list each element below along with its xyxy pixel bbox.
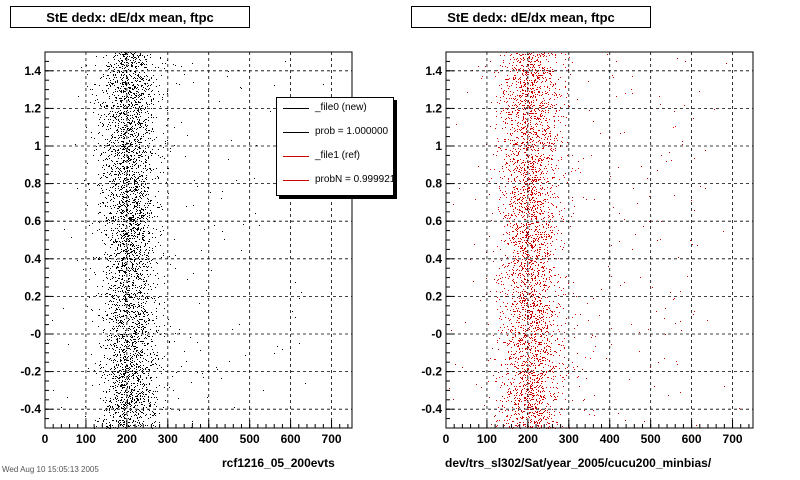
right-plot: 0 100 200 300 400 500 600 700 -0.4 -0.2 -0 0.2 0.4 0.… xyxy=(421,51,754,446)
legend-line xyxy=(283,132,309,133)
y-tick-label: -0.2 xyxy=(20,365,41,379)
scatter-dots xyxy=(52,52,324,429)
y-tick-label: 1.2 xyxy=(24,101,41,115)
x-tick-label: 100 xyxy=(76,432,96,446)
y-tick-label: 0.2 xyxy=(425,289,442,303)
x-tick-label: 200 xyxy=(518,432,538,446)
legend-label: _file0 (new) xyxy=(315,102,367,113)
y-tick-label: 0.8 xyxy=(425,177,442,191)
legend-label: prob = 1.000000 xyxy=(315,126,389,137)
legend-entry-file0: _file0 (new) xyxy=(277,100,393,116)
x-tick-label: 300 xyxy=(158,432,178,446)
legend-line xyxy=(283,156,309,157)
x-axis: 0 100 200 300 400 500 600 700 xyxy=(42,420,349,446)
y-tick-label: 0.8 xyxy=(24,177,41,191)
left-plot-caption: rcf1216_05_200evts xyxy=(222,456,335,470)
legend-entry-file1: _file1 (ref) xyxy=(277,148,393,164)
timestamp-footer: Wed Aug 10 15:05:13 2005 xyxy=(2,465,99,474)
scatter-points xyxy=(449,52,740,429)
x-tick-label: 100 xyxy=(477,432,497,446)
y-tick-label: 1.2 xyxy=(425,101,442,115)
y-tick-label: 1.4 xyxy=(24,64,41,78)
left-plot: 0 100 200 300 400 500 600 700 -0.4 -0.2 -0 0.2 0.4 0.… xyxy=(20,51,353,446)
left-plot-title: StE dedx: dE/dx mean, ftpc xyxy=(10,6,250,28)
y-tick-label: 1.4 xyxy=(425,64,442,78)
legend-entry-prob: prob = 1.000000 xyxy=(277,124,393,140)
legend-entry-probn: probN = 0.999921 xyxy=(277,172,394,188)
y-tick-label: 1 xyxy=(435,139,442,153)
grid xyxy=(446,52,753,428)
legend-line xyxy=(283,180,309,181)
x-tick-label: 600 xyxy=(682,432,702,446)
x-tick-label: 0 xyxy=(443,432,450,446)
y-tick-label: -0.2 xyxy=(421,365,442,379)
y-tick-label: 0.4 xyxy=(24,252,41,266)
y-tick-label: -0.4 xyxy=(421,402,442,416)
legend-label: _file1 (ref) xyxy=(315,150,361,161)
y-tick-label: 0.6 xyxy=(24,214,41,228)
y-tick-label: 0.2 xyxy=(24,289,41,303)
x-tick-label: 500 xyxy=(641,432,661,446)
right-plot-caption: dev/trs_sl302/Sat/year_2005/cucu200_minb… xyxy=(445,456,712,470)
right-plot-title: StE dedx: dE/dx mean, ftpc xyxy=(411,6,651,28)
x-tick-label: 500 xyxy=(240,432,260,446)
legend[interactable]: _file0 (new) prob = 1.000000 _file1 (ref… xyxy=(276,97,394,196)
y-tick-label: 0.6 xyxy=(425,214,442,228)
x-tick-label: 700 xyxy=(723,432,743,446)
x-tick-label: 700 xyxy=(322,432,342,446)
y-tick-label: -0 xyxy=(30,327,41,341)
scatter-dots xyxy=(449,52,740,429)
y-axis: -0.4 -0.2 -0 0.2 0.4 0.6 0.8 1 1.2 1.4 xyxy=(20,51,53,429)
x-tick-label: 0 xyxy=(42,432,49,446)
x-tick-label: 200 xyxy=(117,432,137,446)
scatter-points xyxy=(52,52,324,429)
y-axis: -0.4 -0.2 -0 0.2 0.4 0.6 0.8 1 1.2 1.4 xyxy=(421,51,454,429)
x-axis: 0 100 200 300 400 500 600 700 xyxy=(443,420,750,446)
x-tick-label: 600 xyxy=(281,432,301,446)
y-tick-label: 0.4 xyxy=(425,252,442,266)
x-tick-label: 400 xyxy=(199,432,219,446)
y-tick-label: -0.4 xyxy=(20,402,41,416)
y-tick-label: -0 xyxy=(431,327,442,341)
x-tick-label: 300 xyxy=(559,432,579,446)
legend-label: probN = 0.999921 xyxy=(315,174,394,185)
x-tick-label: 400 xyxy=(600,432,620,446)
y-tick-label: 1 xyxy=(34,139,41,153)
legend-line xyxy=(283,108,309,109)
